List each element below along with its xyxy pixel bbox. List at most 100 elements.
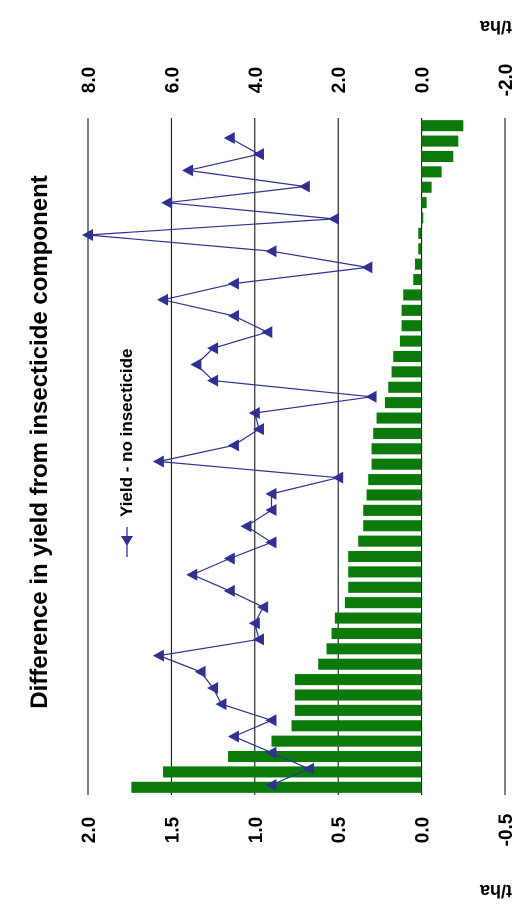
data-point [265, 779, 277, 791]
bar [401, 304, 422, 316]
right-axis-tick-label: 2.0 [329, 67, 350, 93]
data-point [248, 617, 260, 630]
bar [373, 427, 422, 439]
bar [344, 597, 422, 609]
data-point [265, 504, 277, 517]
bar [348, 566, 422, 578]
bar [403, 289, 422, 301]
bar [421, 120, 464, 132]
right-axis-tick-label: -2.0 [496, 64, 514, 97]
left-axis-tick-label: 1.5 [162, 816, 183, 843]
right-axis-tick-label: 8.0 [79, 67, 100, 93]
bar [294, 704, 422, 716]
data-point [332, 471, 344, 484]
left-axis-tick-label: 0.0 [413, 817, 434, 843]
bar [271, 735, 422, 747]
data-point [186, 568, 198, 581]
tick-layer: 2.0 1.5 1.0 0.5 0.0 -0.5 8.0 6.0 4.0 2.0 0.0 -2.0 [79, 64, 514, 847]
bar [371, 443, 422, 455]
data-point [223, 132, 235, 144]
data-point [227, 730, 239, 743]
bar [291, 720, 422, 732]
data-point [152, 455, 164, 468]
bar [421, 197, 427, 209]
data-point [82, 229, 93, 242]
data-point [265, 487, 277, 500]
bar [318, 658, 422, 670]
data-point [227, 309, 239, 322]
bar [131, 781, 422, 793]
data-point [227, 439, 239, 452]
bar [371, 458, 422, 470]
data-point [303, 762, 315, 775]
bar [421, 150, 454, 163]
legend-entry-label: Yield - no insecticide [117, 349, 136, 517]
bar [418, 243, 422, 255]
left-axis-tick-label: 1.0 [246, 817, 267, 843]
data-point [248, 406, 260, 419]
bar [331, 627, 422, 639]
data-point [298, 180, 310, 193]
bar [376, 412, 422, 424]
bar [358, 535, 422, 547]
bar [388, 381, 422, 393]
data-point [207, 681, 219, 694]
bar [421, 212, 424, 224]
right-axis-tick-label: 0.0 [413, 67, 434, 93]
bar [366, 489, 422, 501]
bar [421, 166, 442, 178]
bar [163, 766, 422, 778]
data-point [194, 665, 206, 678]
data-point [252, 423, 264, 436]
right-axis-tick-label: 6.0 [162, 67, 183, 93]
bar [294, 674, 422, 686]
left-axis-tick-label: -0.5 [496, 813, 514, 846]
bar [228, 750, 422, 763]
bar [418, 227, 422, 239]
data-point [261, 326, 273, 339]
data-point [223, 584, 235, 597]
data-point [252, 148, 264, 161]
data-point [161, 196, 173, 209]
bar-layer [131, 120, 464, 793]
data-point [227, 277, 239, 290]
data-point [240, 520, 252, 533]
bar [368, 474, 422, 486]
chart-title: Difference in yield from insecticide com… [26, 175, 53, 708]
left-axis-tick-label: 0.5 [329, 816, 350, 843]
data-point [361, 261, 373, 274]
bar [384, 397, 422, 409]
bar [348, 550, 422, 563]
left-axis-label: t/ha [479, 881, 512, 901]
data-point [223, 552, 235, 565]
bar [326, 643, 422, 655]
legend: Yield - no insecticide [117, 349, 136, 557]
data-point [265, 245, 277, 258]
data-point [190, 358, 202, 371]
bar [391, 366, 422, 378]
right-axis-tick-label: 4.0 [246, 67, 267, 93]
data-point [157, 293, 169, 306]
data-point [252, 633, 264, 646]
bar [363, 520, 422, 532]
data-point [152, 649, 164, 662]
bar [421, 135, 459, 147]
data-point [182, 164, 194, 177]
data-point [207, 342, 219, 355]
data-point [257, 601, 269, 614]
legend-swatch-marker [121, 536, 133, 546]
data-point [265, 746, 277, 759]
data-point [265, 536, 277, 549]
bar [421, 181, 432, 193]
bar [348, 581, 422, 593]
data-point [328, 212, 340, 225]
bar [393, 350, 422, 363]
bar [399, 335, 422, 347]
data-point [365, 390, 377, 403]
bar [363, 504, 422, 516]
bar [334, 612, 422, 624]
line-layer [82, 132, 377, 791]
bar [414, 258, 422, 270]
